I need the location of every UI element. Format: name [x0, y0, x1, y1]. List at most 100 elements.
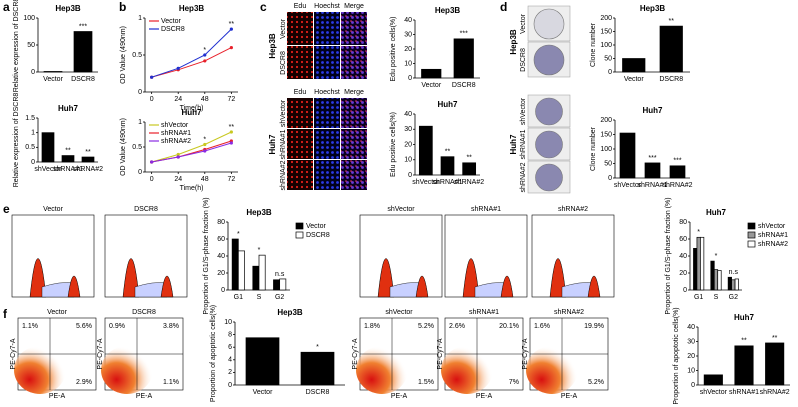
significance-label: *** [79, 23, 87, 30]
legend-label: DSCR8 [161, 26, 185, 33]
y-tick-label: 0.5 [132, 144, 142, 151]
chart-title: Huh7 [58, 104, 79, 113]
significance-label: *** [460, 31, 468, 38]
y-axis-label: Edu positive cells(%) [390, 17, 397, 82]
bar [696, 236, 701, 291]
y-tick-label: 40 [404, 111, 412, 118]
row-label: shVector [520, 97, 527, 125]
x-tick-label: 48 [201, 96, 209, 103]
histogram-frame [104, 214, 188, 298]
bar [710, 260, 715, 291]
y-tick-label: 0 [31, 69, 35, 76]
y-axis-label: Relative expression of DSCR8 [13, 0, 20, 92]
row-label: Vector [280, 18, 287, 39]
micrograph [314, 98, 340, 128]
quadrant-label: 0.9% [109, 323, 125, 330]
plot-title: shRNA#1 [471, 206, 501, 213]
cell-line-label: Hep3B [509, 29, 518, 55]
x-tick-label: G2 [275, 294, 284, 301]
cell-line-label: Hep3B [268, 33, 277, 59]
y-tick-label: 6 [228, 344, 232, 351]
y-tick-label: 150 [600, 131, 612, 138]
point [203, 142, 207, 147]
significance-label: * [203, 136, 206, 143]
significance-label: * [203, 47, 206, 54]
y-tick-label: 10 [404, 60, 412, 67]
y-tick-label: 30 [687, 338, 695, 345]
plot-title: Vector [43, 206, 64, 213]
y-axis-label: Proportion of G1/S-phase fraction (%) [203, 197, 210, 314]
column-label: Hoechst [314, 3, 340, 10]
y-tick-label: 4 [228, 357, 232, 364]
histogram-frame [11, 214, 95, 298]
point [150, 160, 154, 164]
y-tick-label: 0 [31, 159, 35, 166]
x-axis-label: PE-A [136, 393, 153, 400]
bar [693, 248, 698, 291]
plot-title: Vector [47, 309, 68, 316]
point [203, 53, 207, 57]
x-tick-label: Vector [253, 389, 274, 396]
y-tick-label: 40 [404, 17, 412, 24]
y-axis-label: PE-Cy7-A [522, 338, 529, 369]
point [229, 141, 233, 145]
y-tick-label: 20 [687, 353, 695, 360]
bar [73, 31, 93, 73]
colony-dish [535, 130, 563, 159]
quadrant-label: 1.1% [163, 379, 179, 386]
y-tick-label: 0 [138, 169, 142, 176]
cell-cloud [526, 346, 578, 394]
y-tick-label: 8 [228, 331, 232, 338]
y-tick-label: 30 [404, 31, 412, 38]
panel-letter: c [260, 0, 267, 14]
significance-label: * [316, 344, 319, 351]
quadrant-label: 5.2% [588, 379, 604, 386]
bar [421, 68, 442, 79]
micrograph [287, 12, 313, 45]
chart-title: Hep3B [640, 4, 666, 13]
y-tick-label: 10 [404, 157, 412, 164]
point [176, 155, 180, 159]
y-axis-label: PE-Cy7-A [437, 338, 444, 369]
chart-title: Hep3B [435, 6, 461, 15]
y-tick-label: 80 [679, 219, 687, 226]
y-tick-label: 2 [228, 369, 232, 376]
x-axis-label: Time(h) [180, 185, 204, 192]
y-axis-label: PE-Cy7-A [352, 338, 359, 369]
quadrant-label: 1.8% [364, 323, 380, 330]
y-tick-label: 60 [679, 236, 687, 243]
panel-letter: e [3, 202, 10, 216]
micrograph [341, 160, 367, 190]
bar [453, 38, 474, 79]
x-tick-label: 72 [227, 96, 235, 103]
colony-dish [533, 8, 565, 40]
bar [713, 269, 719, 291]
x-tick-label: shVector [700, 389, 728, 396]
y-tick-label: 200 [600, 117, 612, 124]
row-label: shRNA#2 [280, 160, 287, 190]
x-tick-label: G1 [694, 294, 703, 301]
y-tick-label: 50 [27, 42, 35, 49]
x-tick-label: shRNA#1 [638, 182, 668, 189]
quadrant-label: 1.6% [534, 323, 550, 330]
bar [622, 58, 646, 73]
colony-dish [535, 97, 563, 126]
x-tick-label: G1 [234, 294, 243, 301]
micrograph [287, 160, 313, 190]
g2-peak [160, 275, 174, 298]
significance-label: ** [741, 338, 747, 345]
micrograph [314, 46, 340, 79]
significance-label: *** [673, 158, 681, 165]
cell-cloud [356, 346, 408, 394]
quadrant-label: 1.1% [22, 323, 38, 330]
y-tick-label: 40 [679, 253, 687, 260]
y-tick-label: 0 [683, 287, 687, 294]
y-axis-label: Proportion of apoptotic cells(%) [673, 307, 680, 404]
x-tick-label: shRNA#1 [433, 179, 463, 186]
series-line [151, 47, 232, 78]
y-axis-label: Proportion of G1/S-phase fraction (%) [665, 197, 672, 314]
chart-title: Hep3B [55, 4, 81, 13]
cell-cloud [441, 346, 493, 394]
x-tick-label: 0 [150, 176, 154, 183]
significance-label: * [258, 247, 261, 254]
